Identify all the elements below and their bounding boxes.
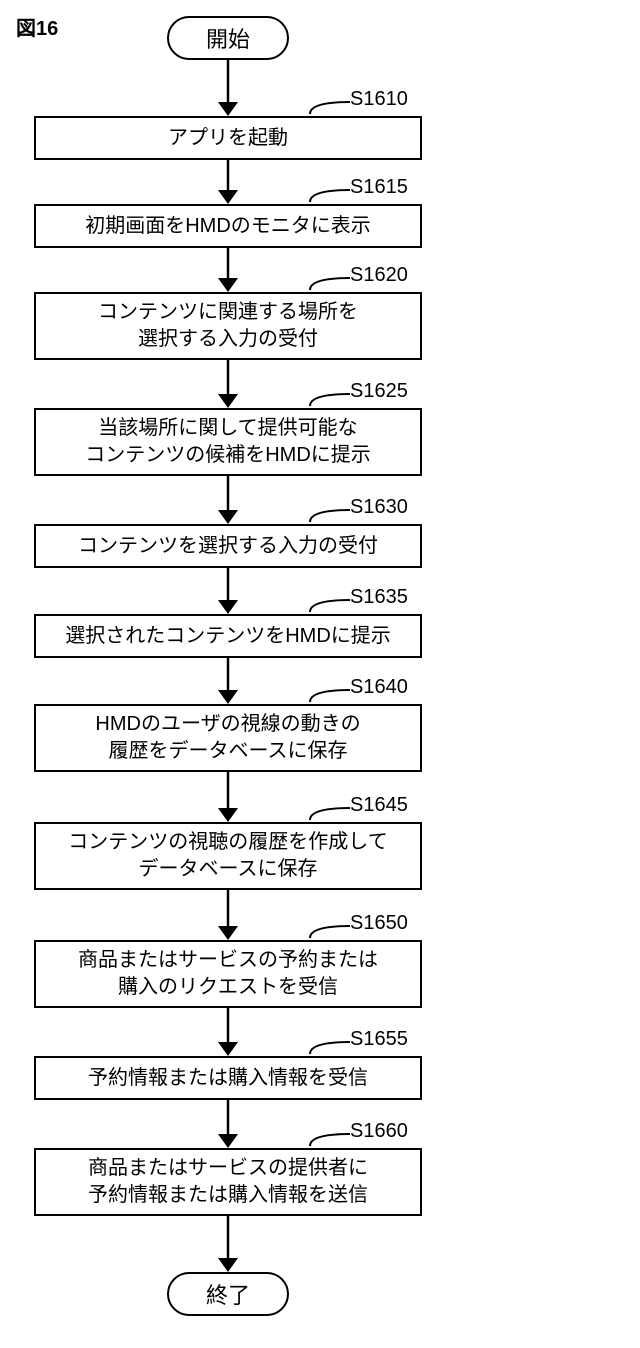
process-step: 商品またはサービスの予約または 購入のリクエストを受信 <box>34 940 422 1008</box>
terminal-start-text: 開始 <box>206 22 250 54</box>
step-label-hook <box>310 1036 350 1054</box>
process-step-text: コンテンツを選択する入力の受付 <box>78 533 378 560</box>
step-label-hook <box>310 184 350 202</box>
flow-arrow <box>218 476 238 524</box>
terminal-end-text: 終了 <box>206 1278 250 1310</box>
terminal-start: 開始 <box>167 16 289 60</box>
flow-arrow <box>218 1216 238 1272</box>
process-step: HMDのユーザの視線の動きの 履歴をデータベースに保存 <box>34 704 422 772</box>
process-step: 選択されたコンテンツをHMDに提示 <box>34 614 422 658</box>
step-id-label: S1640 <box>350 676 408 699</box>
process-step-text: コンテンツに関連する場所を 選択する入力の受付 <box>98 299 358 353</box>
step-label-hook <box>310 504 350 522</box>
step-id-label: S1625 <box>350 380 408 403</box>
flow-arrow <box>218 568 238 614</box>
process-step-text: アプリを起動 <box>168 125 288 152</box>
step-id-label: S1650 <box>350 912 408 935</box>
process-step-text: 商品またはサービスの提供者に 予約情報または購入情報を送信 <box>88 1155 368 1209</box>
step-label-hook <box>310 1128 350 1146</box>
flow-arrow <box>218 360 238 408</box>
step-label-hook <box>310 920 350 938</box>
process-step-text: 初期画面をHMDのモニタに表示 <box>85 213 371 240</box>
process-step: 商品またはサービスの提供者に 予約情報または購入情報を送信 <box>34 1148 422 1216</box>
flow-arrow <box>218 1008 238 1056</box>
flow-arrow <box>218 1100 238 1148</box>
step-label-hook <box>310 272 350 290</box>
process-step-text: 商品またはサービスの予約または 購入のリクエストを受信 <box>78 947 378 1001</box>
process-step-text: 選択されたコンテンツをHMDに提示 <box>65 623 391 650</box>
flow-arrow <box>218 658 238 704</box>
step-id-label: S1620 <box>350 264 408 287</box>
step-id-label: S1610 <box>350 88 408 111</box>
step-label-hook <box>310 594 350 612</box>
step-id-label: S1660 <box>350 1120 408 1143</box>
process-step: 初期画面をHMDのモニタに表示 <box>34 204 422 248</box>
step-id-label: S1645 <box>350 794 408 817</box>
flow-arrow <box>218 248 238 292</box>
process-step-text: コンテンツの視聴の履歴を作成して データベースに保存 <box>68 829 387 883</box>
process-step-text: 当該場所に関して提供可能な コンテンツの候補をHMDに提示 <box>85 415 371 469</box>
step-label-hook <box>310 802 350 820</box>
process-step: コンテンツを選択する入力の受付 <box>34 524 422 568</box>
process-step: 予約情報または購入情報を受信 <box>34 1056 422 1100</box>
process-step-text: 予約情報または購入情報を受信 <box>88 1065 368 1092</box>
process-step: コンテンツに関連する場所を 選択する入力の受付 <box>34 292 422 360</box>
step-label-hook <box>310 388 350 406</box>
process-step-text: HMDのユーザの視線の動きの 履歴をデータベースに保存 <box>95 711 360 765</box>
step-label-hook <box>310 96 350 114</box>
step-id-label: S1635 <box>350 586 408 609</box>
flow-arrow <box>218 890 238 940</box>
flowchart-page: 図16 開始 終了 アプリを起動 S1610 初期画面をHMDのモニタに表示 S161… <box>0 0 640 1348</box>
flow-arrow <box>218 60 238 116</box>
flow-arrow <box>218 160 238 204</box>
step-label-hook <box>310 684 350 702</box>
step-id-label: S1630 <box>350 496 408 519</box>
figure-label: 図16 <box>16 12 58 41</box>
process-step: コンテンツの視聴の履歴を作成して データベースに保存 <box>34 822 422 890</box>
process-step: 当該場所に関して提供可能な コンテンツの候補をHMDに提示 <box>34 408 422 476</box>
process-step: アプリを起動 <box>34 116 422 160</box>
terminal-end: 終了 <box>167 1272 289 1316</box>
flow-arrow <box>218 772 238 822</box>
step-id-label: S1615 <box>350 176 408 199</box>
step-id-label: S1655 <box>350 1028 408 1051</box>
